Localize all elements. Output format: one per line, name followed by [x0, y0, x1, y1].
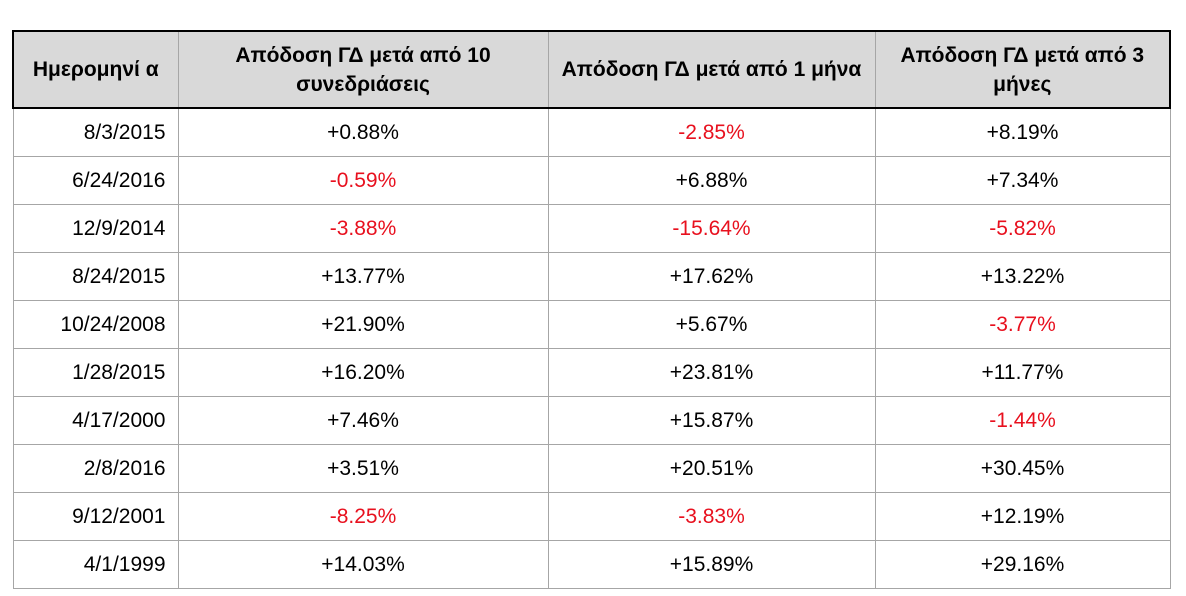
cell-return-1-month: +20.51% [547, 444, 876, 493]
cell-date: 12/9/2014 [12, 204, 179, 253]
cell-return-1-month: +5.67% [547, 300, 876, 349]
cell-return-1-month: +17.62% [547, 252, 876, 301]
cell-date: 10/24/2008 [12, 300, 179, 349]
table-header: Ημερομηνί α Απόδοση ΓΔ μετά από 10 συνεδ… [12, 30, 1171, 109]
returns-table: Ημερομηνί α Απόδοση ΓΔ μετά από 10 συνεδ… [12, 30, 1171, 589]
cell-return-3-months: +8.19% [874, 107, 1171, 157]
cell-return-1-month: +15.87% [547, 396, 876, 445]
cell-return-3-months: +30.45% [874, 444, 1171, 493]
cell-return-3-months: +11.77% [874, 348, 1171, 397]
cell-return-10-sessions: +3.51% [177, 444, 549, 493]
header-return-10-sessions: Απόδοση ΓΔ μετά από 10 συνεδριάσεις [177, 30, 549, 109]
cell-return-1-month: -15.64% [547, 204, 876, 253]
cell-date: 8/3/2015 [12, 107, 179, 157]
cell-return-10-sessions: +16.20% [177, 348, 549, 397]
cell-return-10-sessions: +14.03% [177, 540, 549, 589]
table-row: 10/24/2008 +21.90% +5.67% -3.77% [12, 300, 1171, 349]
cell-return-3-months: -3.77% [874, 300, 1171, 349]
cell-return-3-months: +12.19% [874, 492, 1171, 541]
cell-date: 4/17/2000 [12, 396, 179, 445]
table-row: 9/12/2001 -8.25% -3.83% +12.19% [12, 492, 1171, 541]
table-row: 4/17/2000 +7.46% +15.87% -1.44% [12, 396, 1171, 445]
table-row: 8/24/2015 +13.77% +17.62% +13.22% [12, 252, 1171, 301]
cell-return-10-sessions: -3.88% [177, 204, 549, 253]
cell-return-10-sessions: -8.25% [177, 492, 549, 541]
cell-return-10-sessions: +0.88% [177, 107, 549, 157]
cell-return-1-month: -3.83% [547, 492, 876, 541]
cell-return-10-sessions: +7.46% [177, 396, 549, 445]
cell-return-10-sessions: -0.59% [177, 156, 549, 205]
table-body: 8/3/2015 +0.88% -2.85% +8.19% 6/24/2016 -0.59… [12, 107, 1171, 589]
returns-table-container: Ημερομηνί α Απόδοση ΓΔ μετά από 10 συνεδ… [12, 30, 1171, 589]
cell-return-3-months: +29.16% [874, 540, 1171, 589]
cell-date: 6/24/2016 [12, 156, 179, 205]
table-row: 1/28/2015 +16.20% +23.81% +11.77% [12, 348, 1171, 397]
table-row: 6/24/2016 -0.59% +6.88% +7.34% [12, 156, 1171, 205]
cell-date: 1/28/2015 [12, 348, 179, 397]
cell-date: 2/8/2016 [12, 444, 179, 493]
cell-return-3-months: -1.44% [874, 396, 1171, 445]
table-row: 8/3/2015 +0.88% -2.85% +8.19% [12, 107, 1171, 157]
cell-return-10-sessions: +21.90% [177, 300, 549, 349]
cell-return-1-month: +15.89% [547, 540, 876, 589]
header-return-1-month: Απόδοση ΓΔ μετά από 1 μήνα [547, 30, 876, 109]
cell-date: 4/1/1999 [12, 540, 179, 589]
header-row: Ημερομηνί α Απόδοση ΓΔ μετά από 10 συνεδ… [12, 30, 1171, 109]
table-row: 4/1/1999 +14.03% +15.89% +29.16% [12, 540, 1171, 589]
table-row: 12/9/2014 -3.88% -15.64% -5.82% [12, 204, 1171, 253]
cell-return-3-months: +7.34% [874, 156, 1171, 205]
cell-return-1-month: -2.85% [547, 107, 876, 157]
header-date: Ημερομηνί α [12, 30, 179, 109]
header-return-3-months: Απόδοση ΓΔ μετά από 3 μήνες [874, 30, 1171, 109]
cell-return-1-month: +23.81% [547, 348, 876, 397]
table-row: 2/8/2016 +3.51% +20.51% +30.45% [12, 444, 1171, 493]
cell-date: 9/12/2001 [12, 492, 179, 541]
cell-return-3-months: +13.22% [874, 252, 1171, 301]
cell-return-1-month: +6.88% [547, 156, 876, 205]
cell-date: 8/24/2015 [12, 252, 179, 301]
cell-return-10-sessions: +13.77% [177, 252, 549, 301]
cell-return-3-months: -5.82% [874, 204, 1171, 253]
